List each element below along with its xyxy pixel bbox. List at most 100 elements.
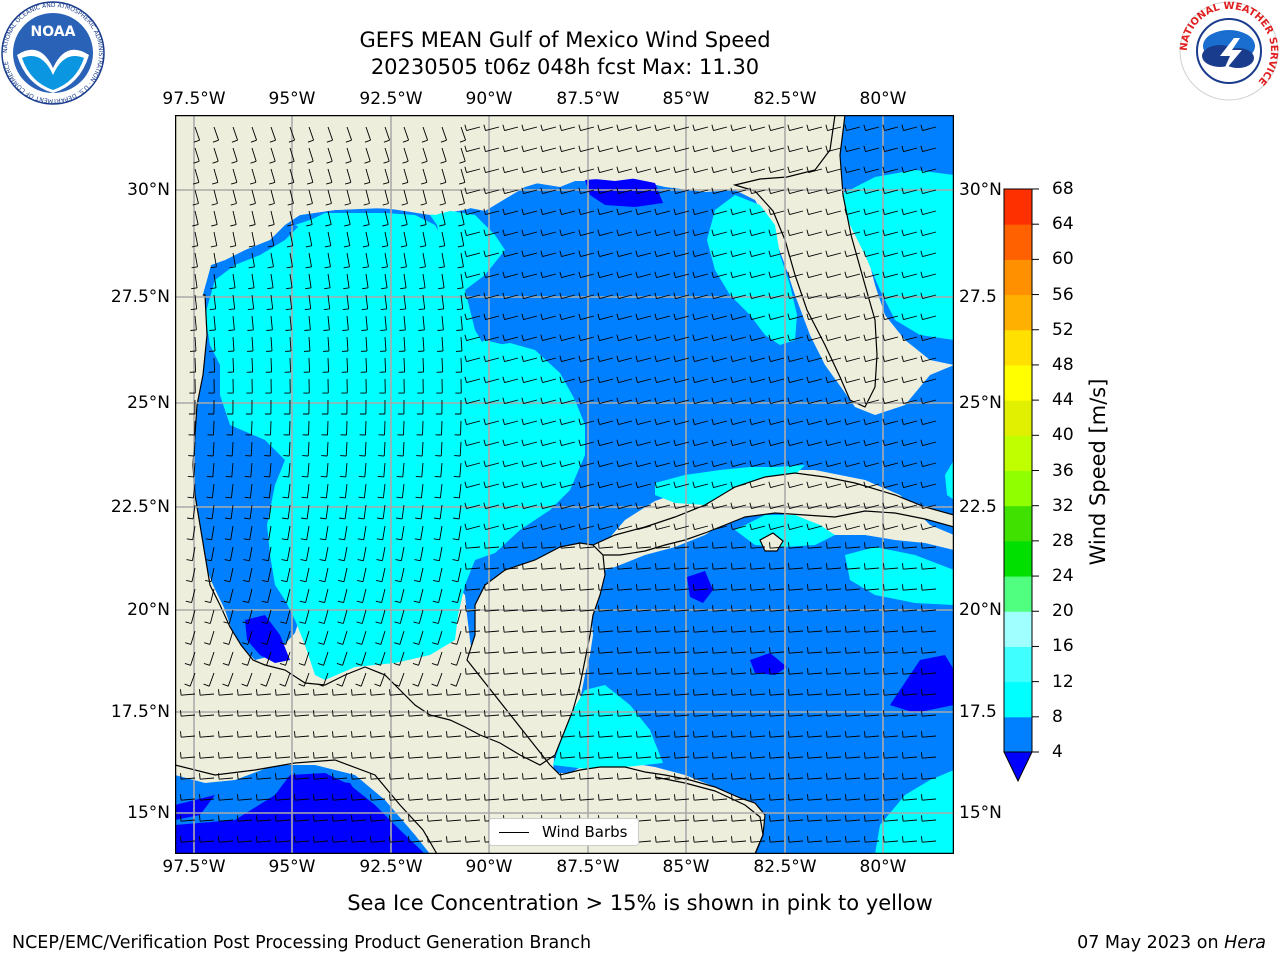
wind-barbs	[180, 124, 937, 843]
colorbar-under-triangle	[1003, 751, 1033, 783]
colorbar-segment	[1004, 435, 1032, 471]
chart-title: GEFS MEAN Gulf of Mexico Wind Speed	[359, 28, 771, 52]
isle-of-youth	[759, 532, 784, 552]
colorbar-tick-label: 52	[1052, 319, 1074, 340]
colorbar-segment	[1004, 505, 1032, 542]
lat-label-right: 25°N	[959, 393, 1002, 413]
lon-label-top: 90°W	[465, 89, 513, 109]
lon-label-bottom: 92.5°W	[359, 857, 423, 877]
colorbar-tick-label: 60	[1052, 249, 1074, 270]
cuba-island	[591, 472, 954, 556]
lon-label-bottom: 97.5°W	[162, 857, 226, 877]
nws-logo: NATIONAL WEATHER SERVICE	[1179, 1, 1279, 101]
colorbar-tick-label: 68	[1052, 179, 1074, 199]
colorbar-segment	[1004, 224, 1032, 260]
east-caribbean-cyan-band	[845, 547, 954, 605]
lat-label-left: 25°N	[127, 393, 170, 413]
lon-label-top: 95°W	[268, 89, 316, 109]
calm-zone-jamaica	[890, 655, 954, 713]
colorbar-segment	[1004, 540, 1032, 577]
map-legend: Wind Barbs	[489, 818, 639, 846]
legend-label: Wind Barbs	[542, 823, 628, 841]
colorbar-tick-label: 20	[1052, 601, 1074, 622]
colorbar-tick-label: 36	[1052, 460, 1074, 481]
colorbar-tick-label: 48	[1052, 354, 1074, 375]
lon-label-top: 85°W	[662, 89, 710, 109]
colorbar-segment	[1004, 611, 1032, 647]
colorbar-segment	[1004, 470, 1032, 507]
colorbar	[1003, 188, 1039, 783]
northeast-gulf-cyan-band	[707, 195, 797, 345]
colorbar-segment	[1004, 329, 1032, 366]
lat-label-left: 27.5°N	[110, 287, 170, 307]
lat-label-left: 17.5°N	[110, 702, 170, 722]
lon-label-top: 97.5°W	[162, 89, 226, 109]
noaa-text: NOAA	[31, 24, 76, 40]
florida-straits-cyan-band	[655, 465, 805, 505]
footer-date-text: 07 May 2023 on	[1077, 933, 1219, 953]
wind-barb-swatch	[499, 832, 529, 833]
lon-label-top: 82.5°W	[753, 89, 817, 109]
honduras-gulf-cyan-band	[553, 685, 663, 770]
sea-ice-caption: Sea Ice Concentration > 15% is shown in …	[347, 891, 933, 915]
colorbar-tick-label: 16	[1052, 636, 1074, 657]
chart-subtitle: 20230505 t06z 048h fcst Max: 11.30	[370, 55, 760, 79]
colorbar-tick-label: 44	[1052, 390, 1074, 411]
noaa-logo: NATIONAL OCEANIC AND ATMOSPHERIC ADMINIS…	[1, 1, 105, 105]
colorbar-tick-label: 32	[1052, 495, 1074, 516]
western-gulf-cyan-band	[205, 210, 585, 680]
lat-label-right: 15°N	[959, 803, 1002, 823]
lon-label-bottom: 95°W	[268, 857, 316, 877]
east-island-cyan-band	[945, 460, 954, 500]
colorbar-segment	[1004, 646, 1032, 683]
central-gulf-cyan-band	[470, 340, 505, 360]
lon-label-top: 80°W	[859, 89, 907, 109]
lon-label-top: 87.5°W	[556, 89, 620, 109]
colorbar-tick-label: 40	[1052, 425, 1074, 446]
southeast-caribbean-cyan-band	[875, 770, 954, 854]
colorbar-tick-label: 64	[1052, 214, 1074, 235]
colorbar-tick-label: 12	[1052, 671, 1074, 692]
colorbar-segment	[1004, 364, 1032, 401]
footer-host: Hera	[1224, 933, 1266, 953]
lon-label-bottom: 90°W	[465, 857, 513, 877]
footer-credit: NCEP/EMC/Verification Post Processing Pr…	[12, 933, 592, 953]
lat-label-right: 27.5	[959, 287, 997, 307]
colorbar-segment	[1004, 681, 1032, 718]
colorbar-title: Wind Speed [m/s]	[1086, 378, 1110, 566]
colorbar-segment	[1004, 259, 1032, 296]
caribbean-sea-water	[553, 510, 954, 854]
colorbar-segment	[1004, 400, 1032, 436]
colorbar-tick-label: 4	[1052, 742, 1063, 762]
lat-label-right: 30°N	[959, 180, 1002, 200]
lat-label-left: 30°N	[127, 180, 170, 200]
lat-label-right: 20°N	[959, 600, 1002, 620]
colorbar-tick-label: 28	[1052, 530, 1074, 551]
colorbar-tick-label: 8	[1052, 706, 1063, 727]
calm-zone-campeche	[245, 615, 290, 663]
calm-zone-south	[295, 780, 365, 815]
lat-label-right: 22.5	[959, 497, 997, 517]
footer-date: 07 May 2023 on Hera	[1077, 933, 1266, 953]
lat-label-left: 22.5°N	[110, 497, 170, 517]
lat-lon-grid	[175, 115, 954, 854]
caribbean-coast	[654, 776, 764, 854]
yucatan-peninsula	[175, 294, 766, 854]
lat-label-left: 20°N	[127, 600, 170, 620]
colorbar-segment	[1004, 189, 1032, 225]
mexico-west-land	[175, 115, 845, 305]
wind-speed-map	[175, 115, 954, 854]
colorbar-segment	[1004, 716, 1032, 753]
lon-label-top: 92.5°W	[359, 89, 423, 109]
lon-label-bottom: 87.5°W	[556, 857, 620, 877]
calm-zone-caribbean-2	[750, 653, 787, 675]
lon-label-bottom: 82.5°W	[753, 857, 817, 877]
wind-barb-glyphs	[180, 124, 937, 843]
colorbar-tick-label: 56	[1052, 284, 1074, 305]
lat-label-left: 15°N	[127, 803, 170, 823]
lon-label-bottom: 85°W	[662, 857, 710, 877]
lon-label-bottom: 80°W	[859, 857, 907, 877]
calm-zone-caribbean-1	[687, 571, 713, 603]
colorbar-segment	[1004, 576, 1032, 612]
colorbar-tick-label: 24	[1052, 566, 1074, 587]
